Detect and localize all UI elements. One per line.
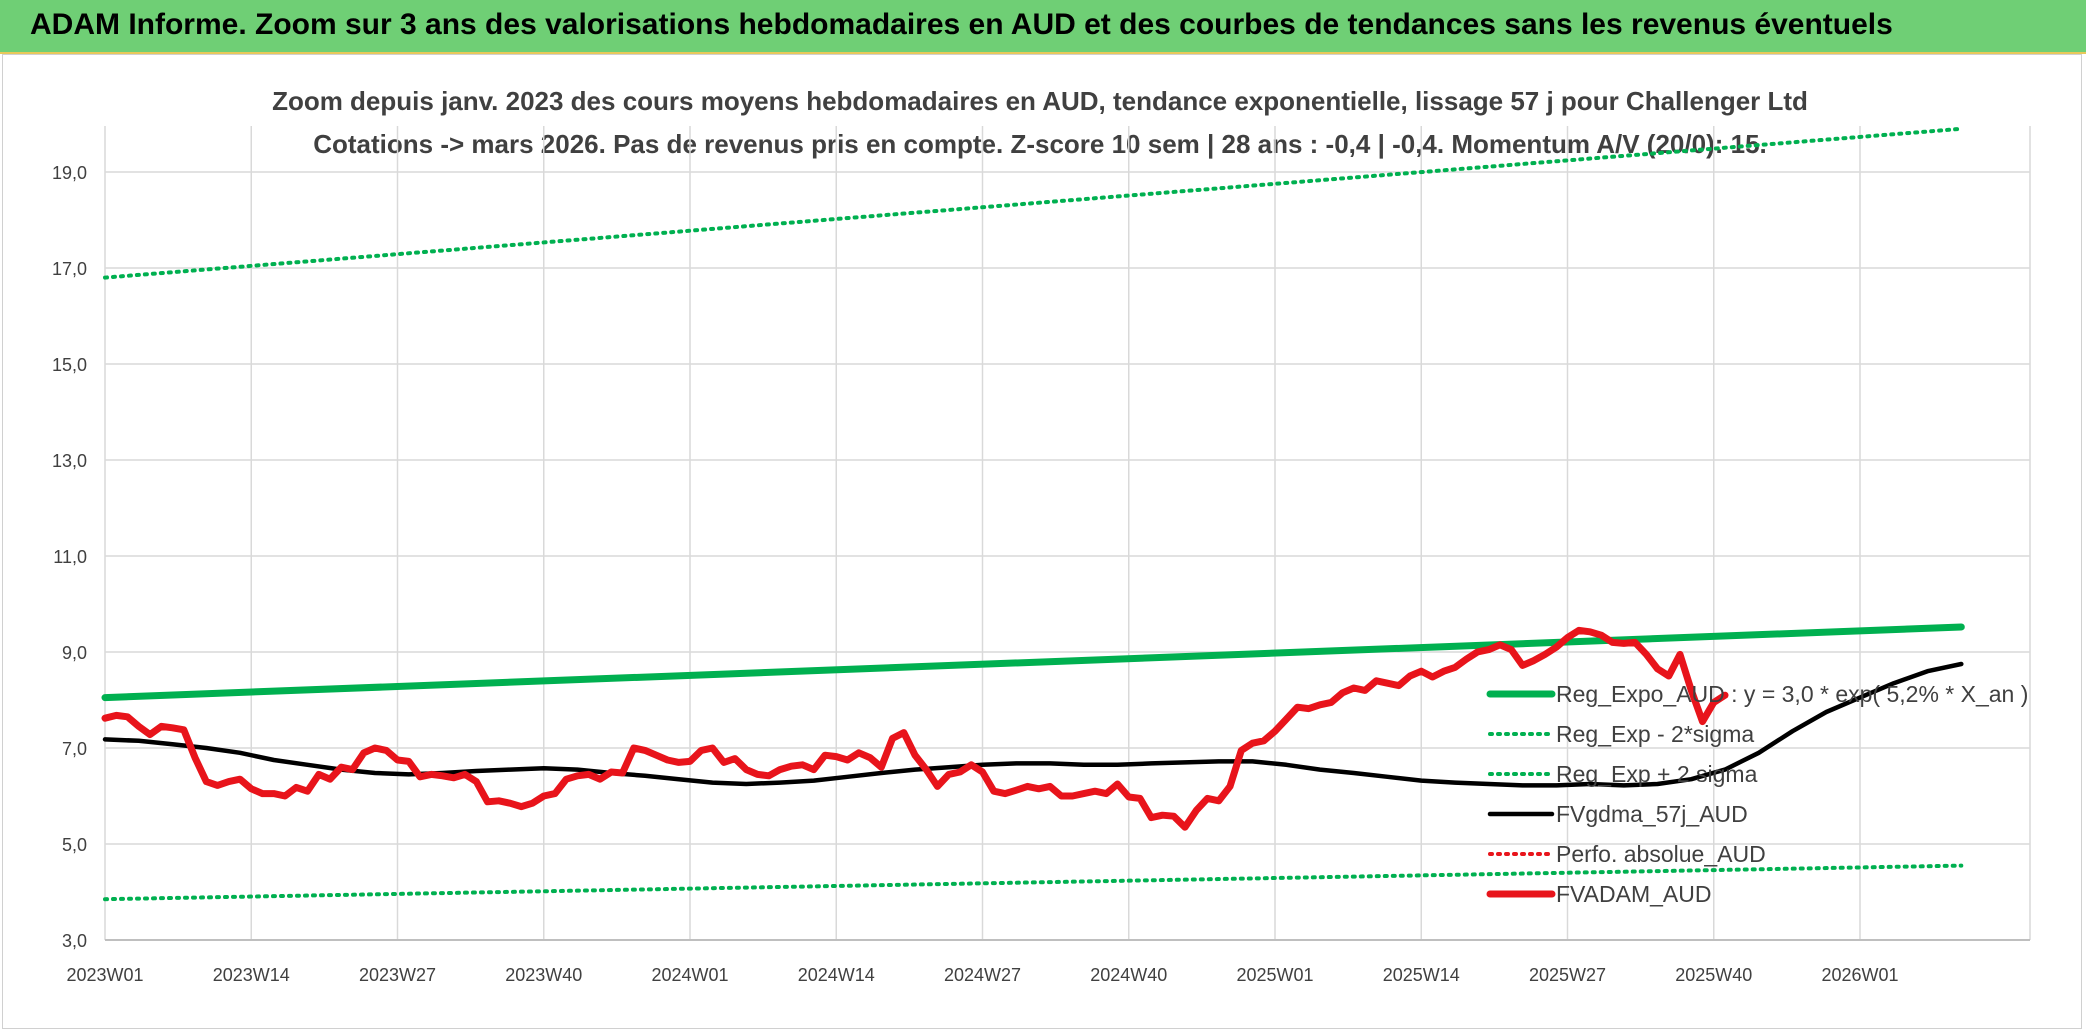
- y-tick-label: 9,0: [62, 643, 87, 663]
- series-lines: [101, 126, 1965, 902]
- series-fvadam-aud: [101, 626, 1729, 831]
- series-reg-exp-2-sigma: [103, 863, 1964, 902]
- x-tick-label: 2023W01: [66, 965, 143, 985]
- x-tick-label: 2024W14: [798, 965, 875, 985]
- x-tick-label: 2025W27: [1529, 965, 1606, 985]
- y-tick-label: 3,0: [62, 931, 87, 951]
- legend-label: Reg_Exp + 2 sigma: [1556, 761, 1758, 787]
- x-tick-label: 2024W40: [1090, 965, 1167, 985]
- y-tick-label: 15,0: [52, 355, 87, 375]
- page-title: ADAM Informe. Zoom sur 3 ans des valoris…: [30, 8, 1893, 41]
- x-tick-label: 2025W40: [1675, 965, 1752, 985]
- legend-label: Reg_Expo_AUD : y = 3,0 * exp( 5,2% * X_a…: [1556, 681, 2028, 707]
- y-axis-ticks: 3,0 5,0 7,0 9,0 11,0 13,0 15,0 17,0 19,0: [52, 163, 87, 951]
- y-tick-label: 19,0: [52, 163, 87, 183]
- legend-label: Perfo. absolue_AUD: [1556, 841, 1766, 867]
- grid-lines: [104, 126, 2031, 941]
- series-reg-expo-aud-y-3-0-exp-5-2-x-an: [101, 623, 1965, 702]
- chart-title: Zoom depuis janv. 2023 des cours moyens …: [272, 86, 1808, 116]
- legend-label: FVADAM_AUD: [1556, 881, 1712, 907]
- y-tick-label: 13,0: [52, 451, 87, 471]
- y-tick-label: 17,0: [52, 259, 87, 279]
- y-tick-label: 5,0: [62, 835, 87, 855]
- x-tick-label: 2025W14: [1383, 965, 1460, 985]
- x-axis-ticks: 2023W01 2023W14 2023W27 2023W40 2024W01 2024W…: [66, 965, 1898, 985]
- x-tick-label: 2024W01: [651, 965, 728, 985]
- x-tick-label: 2023W40: [505, 965, 582, 985]
- chart-subtitle: Cotations -> mars 2026. Pas de revenus p…: [313, 129, 1767, 159]
- header-bar: ADAM Informe. Zoom sur 3 ans des valoris…: [0, 0, 2086, 54]
- series-reg-exp-2-sigma: [103, 126, 1964, 280]
- legend-label: Reg_Exp - 2*sigma: [1556, 721, 1754, 747]
- chart-frame: [2, 54, 2082, 1029]
- y-tick-label: 7,0: [62, 739, 87, 759]
- legend: Reg_Expo_AUD : y = 3,0 * exp( 5,2% * X_a…: [1486, 681, 2028, 907]
- x-tick-label: 2024W27: [944, 965, 1021, 985]
- x-tick-label: 2025W01: [1236, 965, 1313, 985]
- y-tick-label: 11,0: [53, 547, 87, 567]
- legend-label: FVgdma_57j_AUD: [1556, 801, 1748, 827]
- x-tick-label: 2023W27: [359, 965, 436, 985]
- x-tick-label: 2023W14: [213, 965, 290, 985]
- x-tick-label: 2026W01: [1821, 965, 1898, 985]
